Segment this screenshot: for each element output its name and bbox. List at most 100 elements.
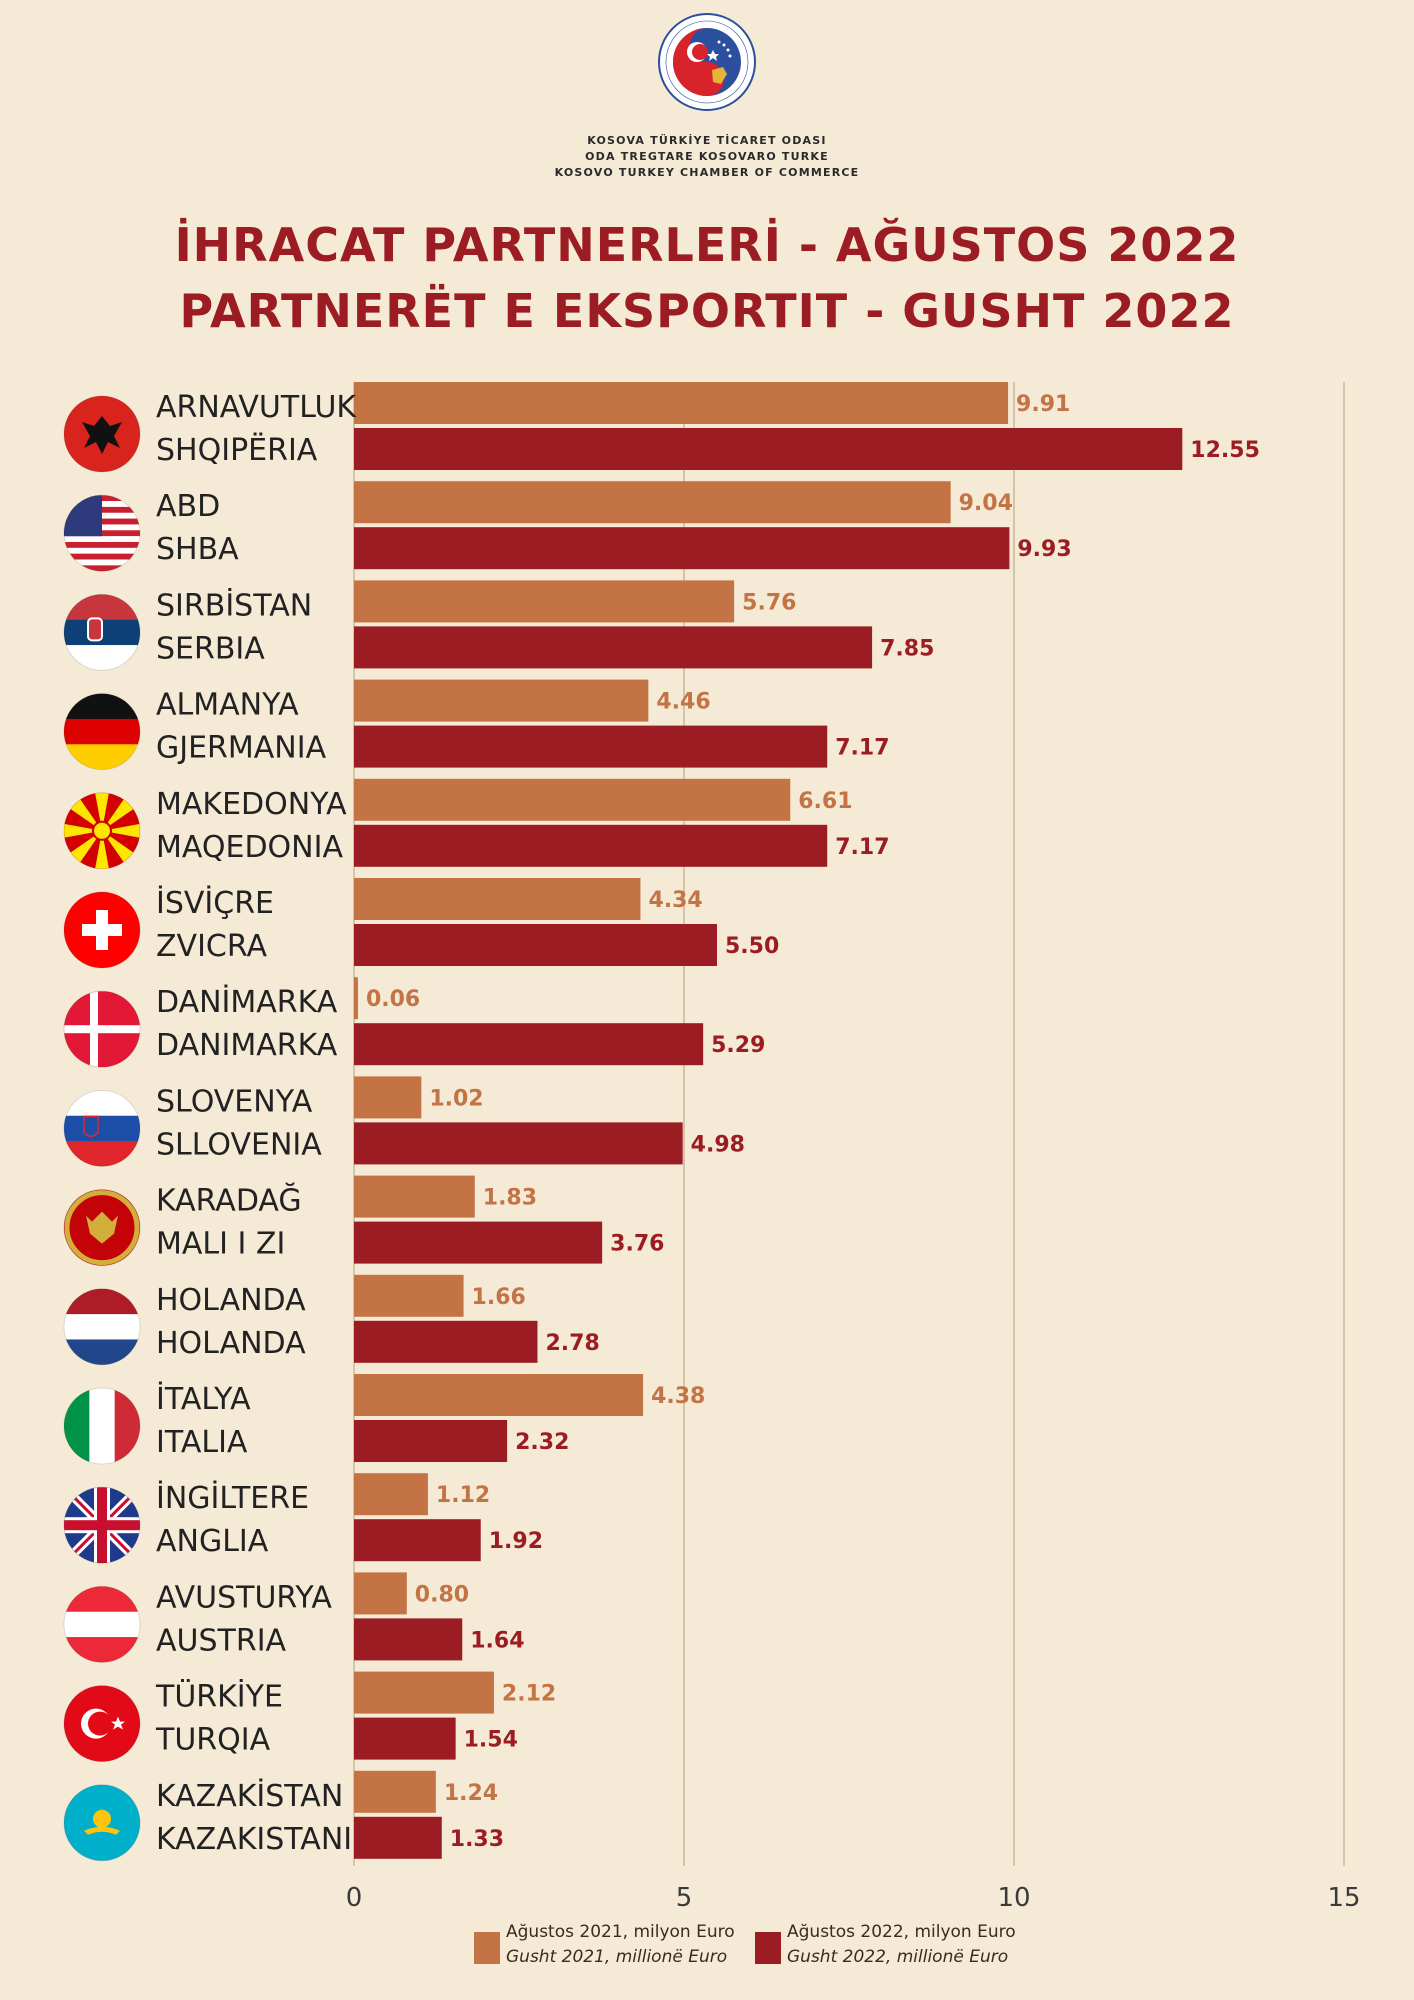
value-label-2022-arnavutluk: 12.55 bbox=[1190, 438, 1260, 463]
country-label-sq-dani-marka: DANIMARKA bbox=[156, 1028, 338, 1063]
value-label-2021-makedonya: 6.61 bbox=[798, 789, 852, 814]
org-name-en: KOSOVO TURKEY CHAMBER OF COMMERCE bbox=[554, 166, 860, 179]
switzerland-flag-icon bbox=[64, 892, 140, 968]
country-label-tr-i-svi-re: İSVİÇRE bbox=[156, 885, 274, 921]
value-label-2021-t-rki-ye: 2.12 bbox=[502, 1682, 556, 1707]
bar-2021-arnavutluk bbox=[354, 382, 1009, 424]
value-label-2021-karada-: 1.83 bbox=[483, 1186, 537, 1211]
bar-2022-holanda bbox=[354, 1320, 538, 1363]
bar-2022-i-svi-re bbox=[354, 924, 717, 966]
flag-outline-arnavutluk bbox=[63, 395, 141, 473]
bar-2022-i-talya bbox=[354, 1420, 508, 1462]
flag-outline-karada- bbox=[63, 1189, 141, 1267]
bar-2021-i-ngi-ltere bbox=[354, 1473, 428, 1516]
bar-2022-t-rki-ye bbox=[354, 1717, 456, 1760]
legend-swatch-2021 bbox=[474, 1932, 500, 1964]
value-label-2021-abd: 9.04 bbox=[959, 491, 1013, 516]
bar-2022-kazaki-stan bbox=[354, 1816, 442, 1859]
country-label-tr-dani-marka: DANİMARKA bbox=[156, 984, 338, 1020]
bar-2022-sirbi-stan bbox=[354, 626, 873, 669]
country-label-sq-arnavutluk: SHQIPËRIA bbox=[156, 432, 318, 468]
flag-outline-slovenya bbox=[63, 1089, 141, 1167]
value-label-2022-almanya: 7.17 bbox=[835, 736, 889, 761]
value-label-2022-kazaki-stan: 1.33 bbox=[450, 1827, 504, 1852]
kazakhstan-flag-icon bbox=[64, 1784, 140, 1861]
flag-outline-abd bbox=[63, 494, 141, 572]
country-label-sq-slovenya: SLLOVENIA bbox=[156, 1127, 322, 1162]
country-label-tr-kazaki-stan: KAZAKİSTAN bbox=[156, 1778, 343, 1814]
country-label-tr-i-ngi-ltere: İNGİLTERE bbox=[156, 1480, 309, 1516]
value-label-2021-arnavutluk: 9.91 bbox=[1016, 392, 1070, 417]
country-label-sq-abd: SHBA bbox=[156, 532, 239, 567]
legend-label-2021-sq: Gusht 2021, millionë Euro bbox=[506, 1947, 728, 1967]
legend-label-2021-tr: Ağustos 2021, milyon Euro bbox=[506, 1922, 735, 1942]
org-name-sq: ODA TREGTARE KOSOVARO TURKE bbox=[585, 150, 829, 163]
bar-2021-abd bbox=[354, 481, 951, 524]
country-label-tr-arnavutluk: ARNAVUTLUK bbox=[156, 390, 357, 425]
albania-flag-icon bbox=[64, 396, 140, 472]
value-label-2021-almanya: 4.46 bbox=[656, 690, 710, 715]
montenegro-flag-icon bbox=[64, 1189, 140, 1266]
country-label-tr-i-talya: İTALYA bbox=[156, 1381, 251, 1417]
flag-outline-avusturya bbox=[63, 1585, 141, 1663]
flag-outline-i-ngi-ltere bbox=[63, 1486, 141, 1564]
flag-outline-sirbi-stan bbox=[63, 593, 141, 671]
bar-2022-almanya bbox=[354, 725, 828, 768]
north-macedonia-flag-icon bbox=[64, 792, 140, 869]
country-label-tr-karada-: KARADAĞ bbox=[156, 1182, 302, 1219]
country-label-sq-kazaki-stan: KAZAKISTANI bbox=[156, 1822, 352, 1857]
value-label-2022-sirbi-stan: 7.85 bbox=[880, 636, 934, 661]
bar-2022-dani-marka bbox=[354, 1023, 704, 1066]
value-label-2022-abd: 9.93 bbox=[1017, 537, 1071, 562]
turkey-flag-icon bbox=[64, 1685, 140, 1762]
flag-outline-t-rki-ye bbox=[63, 1685, 141, 1763]
bar-2022-slovenya bbox=[354, 1122, 683, 1165]
flag-outline-makedonya bbox=[63, 792, 141, 870]
bar-2021-almanya bbox=[354, 679, 649, 722]
country-label-tr-makedonya: MAKEDONYA bbox=[156, 787, 347, 822]
uk-flag-icon bbox=[64, 1487, 140, 1564]
value-label-2021-i-svi-re: 4.34 bbox=[648, 888, 702, 913]
flag-outline-dani-marka bbox=[63, 990, 141, 1068]
country-label-sq-t-rki-ye: TURQIA bbox=[155, 1723, 271, 1758]
flag-outline-i-talya bbox=[63, 1387, 141, 1465]
chart-title-sq: PARTNERËT E EKSPORTIT - GUSHT 2022 bbox=[179, 284, 1235, 338]
bar-2021-avusturya bbox=[354, 1572, 407, 1615]
bar-2021-i-svi-re bbox=[354, 878, 641, 920]
serbia-flag-icon bbox=[64, 594, 140, 671]
x-tick-label-10: 10 bbox=[997, 1883, 1030, 1913]
bar-2021-kazaki-stan bbox=[354, 1770, 436, 1813]
country-label-sq-sirbi-stan: SERBIA bbox=[156, 631, 265, 666]
country-label-tr-avusturya: AVUSTURYA bbox=[156, 1580, 332, 1615]
value-label-2021-sirbi-stan: 5.76 bbox=[742, 590, 796, 615]
value-label-2022-holanda: 2.78 bbox=[545, 1331, 599, 1356]
country-label-tr-holanda: HOLANDA bbox=[156, 1283, 306, 1318]
chamber-logo bbox=[657, 12, 757, 112]
country-label-tr-t-rki-ye: TÜRKİYE bbox=[155, 1679, 283, 1715]
value-label-2022-dani-marka: 5.29 bbox=[711, 1033, 765, 1058]
value-label-2022-makedonya: 7.17 bbox=[835, 835, 889, 860]
denmark-flag-icon bbox=[64, 991, 140, 1068]
country-label-tr-almanya: ALMANYA bbox=[156, 688, 299, 723]
bar-2022-avusturya bbox=[354, 1618, 463, 1661]
country-label-sq-holanda: HOLANDA bbox=[156, 1326, 306, 1361]
value-label-2021-avusturya: 0.80 bbox=[415, 1582, 469, 1607]
flag-outline-almanya bbox=[63, 693, 141, 771]
bar-2021-makedonya bbox=[354, 778, 791, 821]
org-name-tr: KOSOVA TÜRKİYE TİCARET ODASI bbox=[587, 134, 827, 147]
flag-outline-holanda bbox=[63, 1288, 141, 1366]
bar-2022-abd bbox=[354, 527, 1010, 570]
value-label-2022-t-rki-ye: 1.54 bbox=[464, 1728, 518, 1753]
value-label-2022-i-talya: 2.32 bbox=[515, 1430, 569, 1455]
bar-2022-makedonya bbox=[354, 824, 828, 867]
bar-2021-dani-marka bbox=[354, 977, 358, 1020]
bar-2022-i-ngi-ltere bbox=[354, 1519, 481, 1562]
country-label-sq-i-talya: ITALIA bbox=[156, 1425, 248, 1460]
flag-outline-kazaki-stan bbox=[63, 1784, 141, 1862]
bar-2021-sirbi-stan bbox=[354, 580, 735, 623]
value-label-2022-karada-: 3.76 bbox=[610, 1232, 664, 1257]
flag-outline-i-svi-re bbox=[63, 891, 141, 969]
value-label-2021-i-ngi-ltere: 1.12 bbox=[436, 1483, 490, 1508]
value-label-2021-holanda: 1.66 bbox=[472, 1285, 526, 1310]
chart-title-tr: İHRACAT PARTNERLERİ - AĞUSTOS 2022 bbox=[174, 218, 1240, 272]
